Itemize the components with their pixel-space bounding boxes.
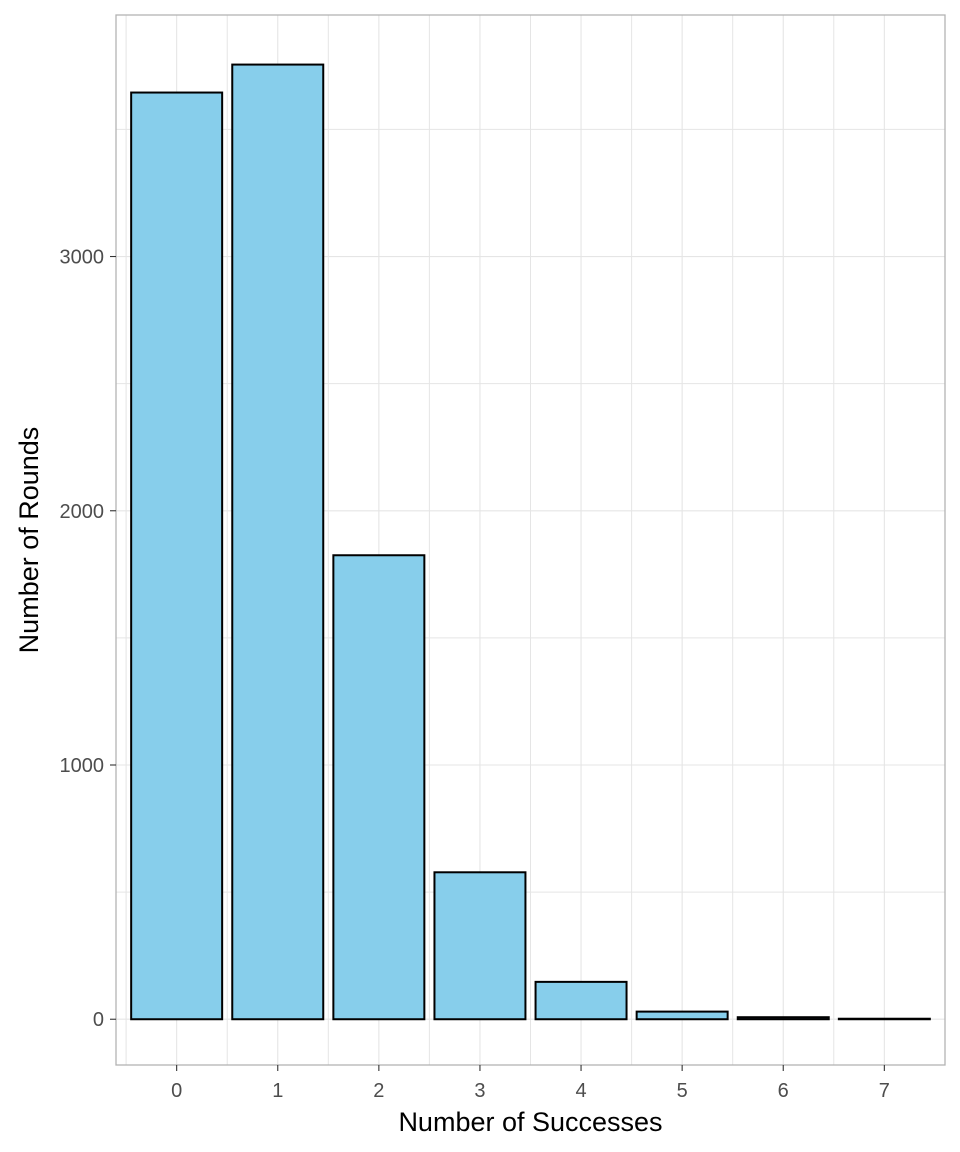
x-axis: 0 1 2 3 4 5 6 7: [171, 1065, 890, 1102]
panel-border: [115, 14, 946, 1066]
y-tick-label: 3000: [60, 247, 105, 269]
y-axis-title: Number of Rounds: [14, 427, 44, 654]
bar-2: [332, 554, 426, 1021]
bar-1: [231, 63, 325, 1021]
bar-7: [837, 1017, 931, 1021]
x-tick-label: 7: [879, 1080, 890, 1102]
y-tick-label: 2000: [60, 501, 105, 523]
y-axis: 0 1000 2000 3000: [60, 247, 116, 1031]
x-tick-label: 2: [373, 1080, 384, 1102]
bar-5: [635, 1010, 729, 1021]
bar-0: [130, 91, 224, 1021]
x-tick-label: 4: [575, 1080, 586, 1102]
x-tick-label: 0: [171, 1080, 182, 1102]
x-axis-title: Number of Successes: [398, 1107, 662, 1137]
x-tick-label: 5: [677, 1080, 688, 1102]
bar-4: [534, 980, 628, 1021]
x-tick-label: 6: [778, 1080, 789, 1102]
x-tick-label: 1: [272, 1080, 283, 1102]
bars: [130, 63, 931, 1021]
y-tick-label: 0: [93, 1009, 104, 1031]
x-tick-label: 3: [474, 1080, 485, 1102]
bar-6: [736, 1016, 830, 1021]
y-tick-label: 1000: [60, 755, 105, 777]
bar-3: [433, 871, 527, 1021]
